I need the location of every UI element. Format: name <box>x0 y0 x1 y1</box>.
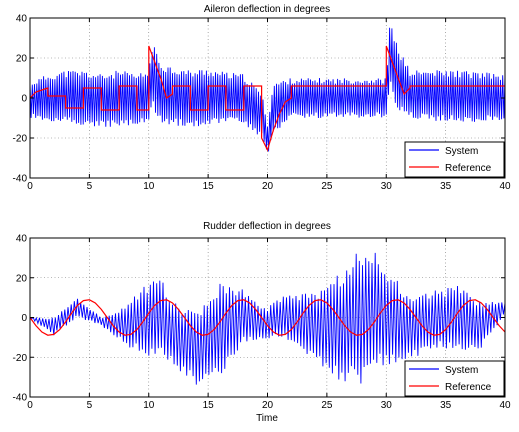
y-tick-label: -40 <box>13 174 28 185</box>
x-tick-label: 5 <box>87 181 93 192</box>
series-reference-line <box>29 45 505 152</box>
series-reference-line <box>29 299 506 336</box>
x-tick-label: 0 <box>27 181 33 192</box>
y-tick-label: 20 <box>16 54 28 65</box>
legend-label-system: System <box>445 365 478 376</box>
x-tick-label: 0 <box>27 400 33 411</box>
x-tick-label: 35 <box>440 400 452 411</box>
x-tick-label: 20 <box>262 400 274 411</box>
legend-box <box>404 360 505 397</box>
y-tick-label: 0 <box>21 94 27 105</box>
x-tick-label: 20 <box>262 181 274 192</box>
axes-box <box>29 17 506 179</box>
legend-label-system: System <box>445 146 478 157</box>
y-tick-label: -20 <box>13 353 28 364</box>
x-tick-label: 40 <box>499 181 511 192</box>
legend-box <box>404 141 505 178</box>
x-tick-label: 30 <box>381 181 393 192</box>
axis-ticks: 0 5 10 15 20 25 30 35 40 -40 -20 0 20 40 <box>13 14 511 193</box>
y-tick-label: 40 <box>16 14 28 25</box>
legend-label-reference: Reference <box>445 382 492 393</box>
y-tick-label: 40 <box>16 234 28 245</box>
axis-ticks: 0 5 10 15 20 25 30 35 40 -40 -20 0 20 40 <box>13 234 511 412</box>
legend-label-reference: Reference <box>445 163 492 174</box>
x-tick-label: 40 <box>499 400 511 411</box>
x-tick-label: 25 <box>321 400 333 411</box>
plot-area <box>29 252 506 385</box>
y-tick-label: 20 <box>16 273 28 284</box>
y-tick-label: -40 <box>13 393 28 404</box>
x-tick-label: 15 <box>203 400 215 411</box>
chart-title: Rudder deflection in degrees <box>203 221 331 232</box>
legend: System Reference <box>404 141 505 178</box>
chart-aileron: Aileron deflection in degrees 0 5 10 15 20 25… <box>13 4 511 192</box>
chart-rudder: Rudder deflection in degrees 0 5 10 15 20 25 3… <box>13 221 511 424</box>
chart-title: Aileron deflection in degrees <box>204 4 330 15</box>
x-tick-label: 10 <box>143 181 155 192</box>
x-tick-label: 5 <box>87 400 93 411</box>
plot-area <box>29 27 506 152</box>
grid <box>30 238 505 397</box>
axes-box <box>29 237 506 398</box>
x-axis-label: Time <box>256 413 278 424</box>
x-tick-label: 15 <box>203 181 215 192</box>
y-tick-label: -20 <box>13 134 28 145</box>
x-tick-label: 25 <box>321 181 333 192</box>
y-tick-label: 0 <box>21 313 27 324</box>
legend: System Reference <box>404 360 505 397</box>
series-system-line <box>29 252 506 385</box>
x-tick-label: 35 <box>440 181 452 192</box>
series-system-line <box>29 27 506 152</box>
x-tick-label: 30 <box>381 400 393 411</box>
x-tick-label: 10 <box>143 400 155 411</box>
